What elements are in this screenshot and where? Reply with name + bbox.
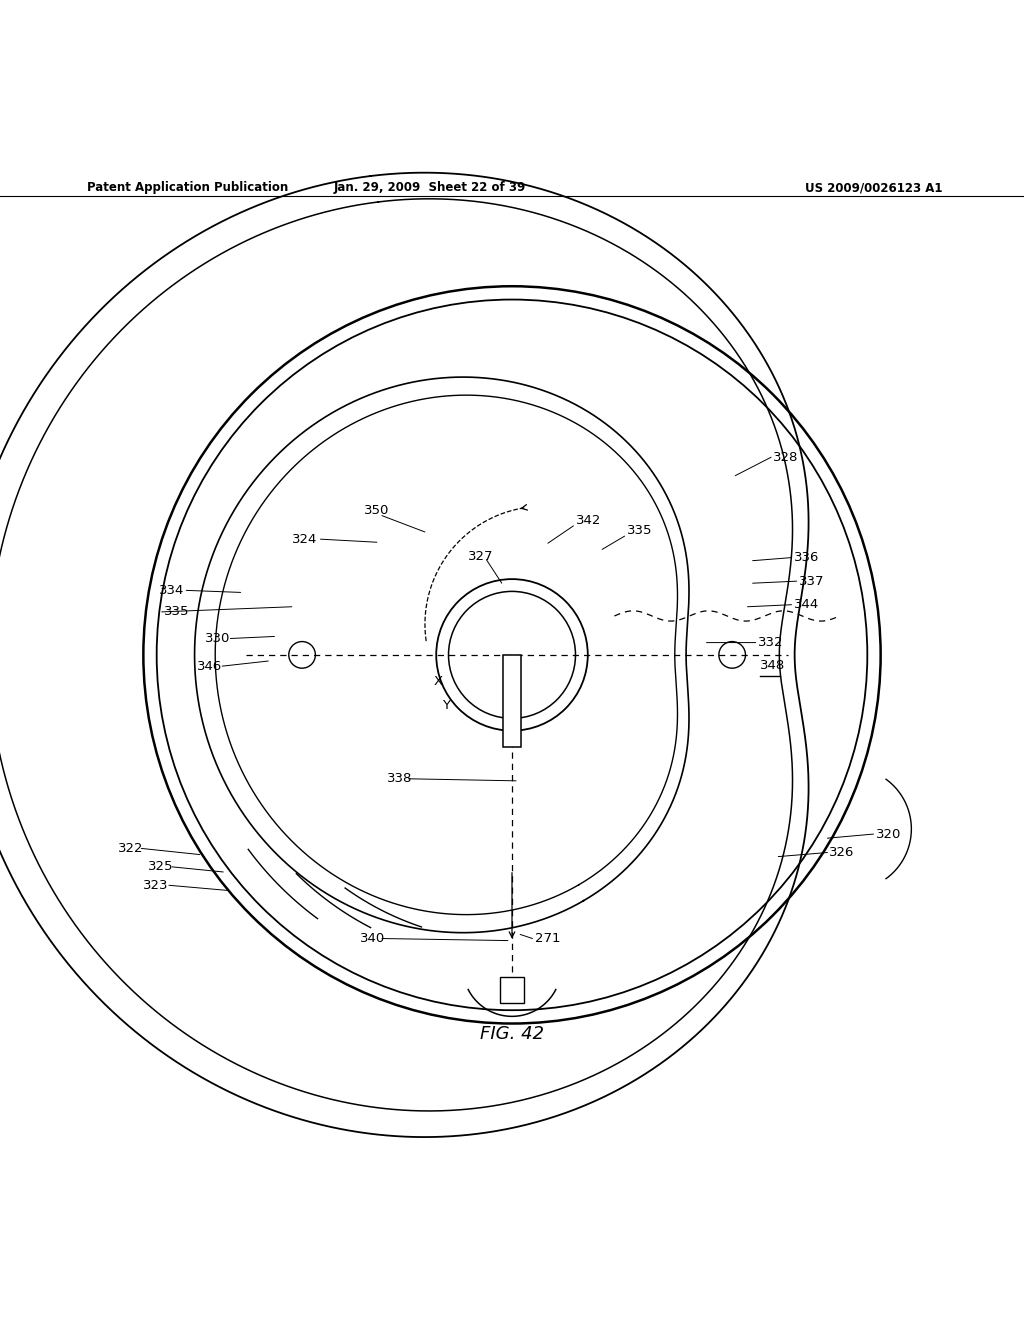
Text: Jan. 29, 2009  Sheet 22 of 39: Jan. 29, 2009 Sheet 22 of 39 <box>334 181 526 194</box>
Text: 271: 271 <box>535 932 560 945</box>
Text: 326: 326 <box>829 846 855 859</box>
Text: 327: 327 <box>468 550 494 564</box>
Text: 342: 342 <box>575 515 601 527</box>
Text: 322: 322 <box>118 842 143 855</box>
Text: 348: 348 <box>760 659 785 672</box>
Text: 340: 340 <box>360 932 386 945</box>
Text: 334: 334 <box>159 583 184 597</box>
Text: 332: 332 <box>758 636 783 649</box>
Text: 325: 325 <box>148 861 174 874</box>
Text: 328: 328 <box>773 450 799 463</box>
Text: 336: 336 <box>794 552 819 564</box>
Bar <box>504 655 520 747</box>
Text: 335: 335 <box>164 606 189 618</box>
Text: Patent Application Publication: Patent Application Publication <box>87 181 289 194</box>
Text: 350: 350 <box>364 504 389 517</box>
Text: 335: 335 <box>627 524 652 537</box>
Text: 338: 338 <box>387 772 413 785</box>
Text: X: X <box>433 675 442 688</box>
Text: 337: 337 <box>799 574 824 587</box>
Text: 346: 346 <box>197 660 222 673</box>
Bar <box>500 977 524 1003</box>
Text: 323: 323 <box>143 879 169 892</box>
Text: 320: 320 <box>876 828 901 841</box>
Text: 330: 330 <box>205 632 230 645</box>
Text: 344: 344 <box>794 598 819 611</box>
Text: FIG. 42: FIG. 42 <box>480 1024 544 1043</box>
Text: US 2009/0026123 A1: US 2009/0026123 A1 <box>805 181 942 194</box>
Text: 324: 324 <box>292 533 317 545</box>
Text: Y: Y <box>442 698 451 711</box>
